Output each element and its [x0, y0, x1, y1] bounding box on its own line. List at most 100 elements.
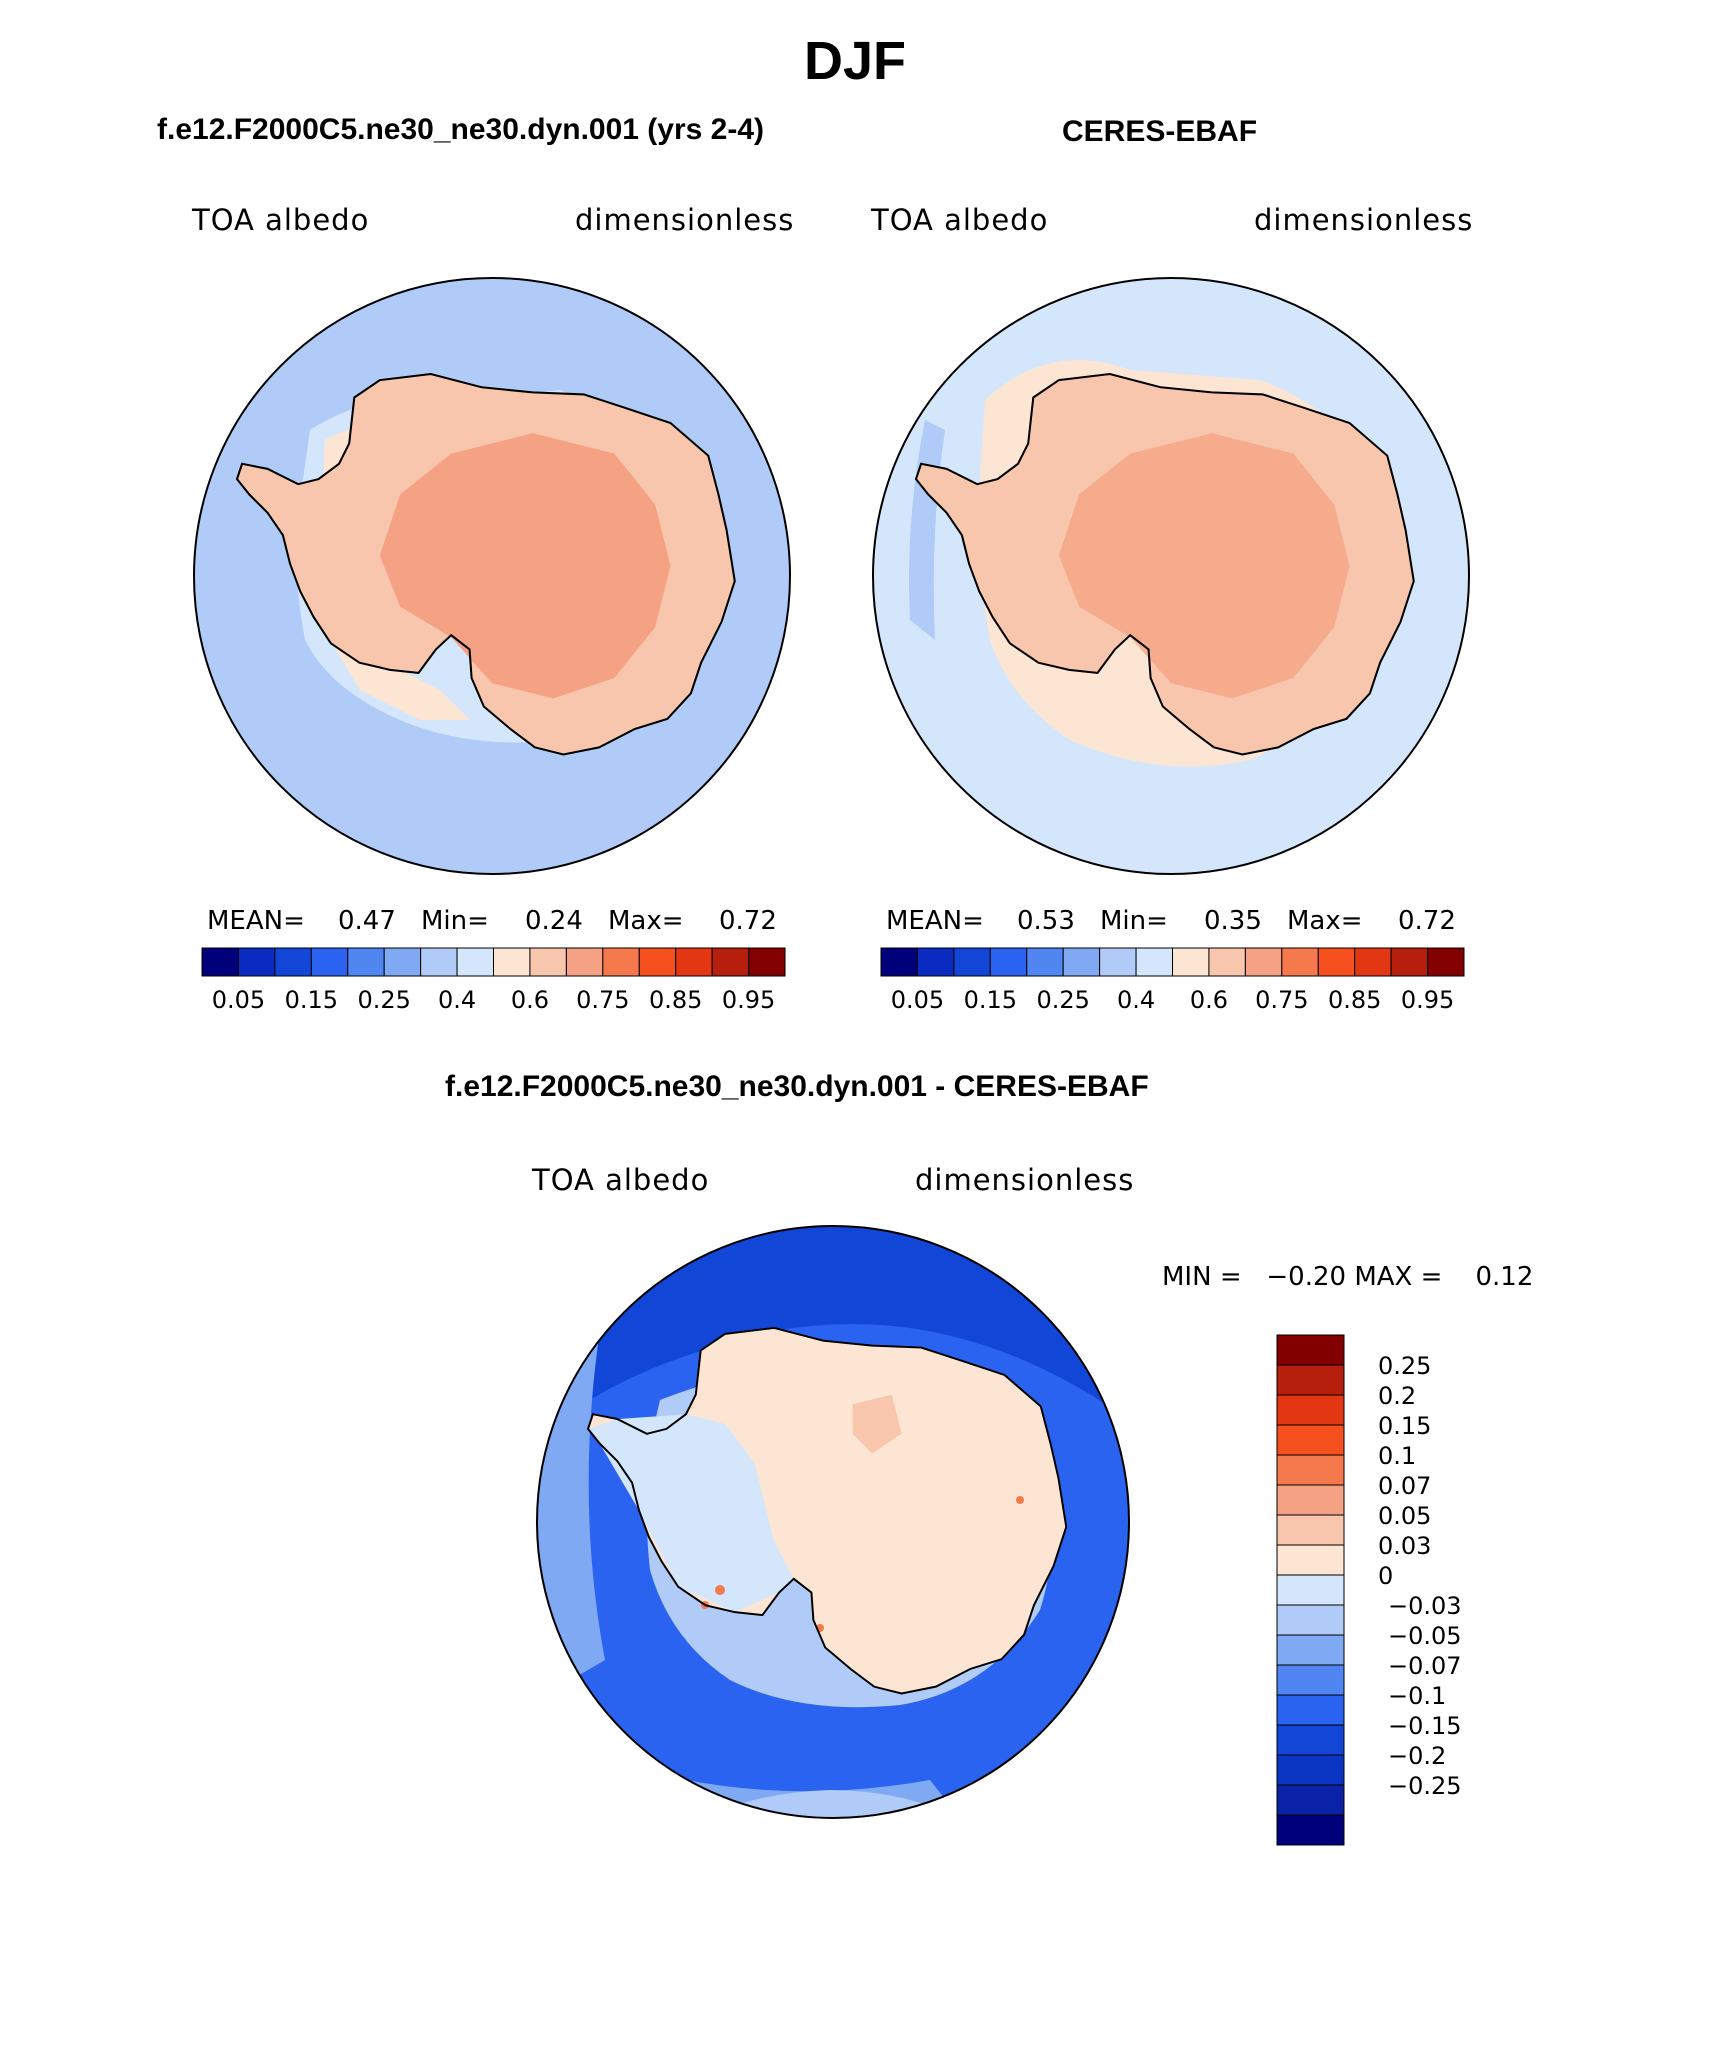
panel1-units-label: dimensionless — [575, 203, 795, 237]
panel3-colorbar-tick: −0.05 — [1388, 1622, 1462, 1650]
panel3-colorbar-tick: 0.05 — [1378, 1502, 1431, 1530]
panel3-colorbar-tick: −0.07 — [1388, 1652, 1462, 1680]
figure-title: DJF — [803, 31, 906, 91]
panel1-colorbar: 0.05 0.15 0.25 0.4 0.6 0.75 0.85 0.95 — [201, 947, 786, 1014]
panel3-colorbar-box — [1276, 1724, 1345, 1756]
panel3-colorbar-tick: −0.25 — [1388, 1772, 1462, 1800]
panel1-map — [194, 278, 790, 874]
panel2-colorbar-box — [1317, 947, 1356, 977]
panel3-colorbar-box — [1276, 1754, 1345, 1786]
panel2-colorbar-box — [953, 947, 991, 977]
panel3-colorbar-tick: 0.03 — [1378, 1532, 1431, 1560]
panel3-colorbar-box — [1276, 1424, 1345, 1456]
panel2-colorbar-tick: 0.95 — [1401, 986, 1454, 1014]
panel1-colorbar-box — [638, 947, 677, 977]
panel3-colorbar-tick: 0.25 — [1378, 1352, 1431, 1380]
panel1-colorbar-box — [748, 947, 786, 977]
panel2-mean-label: MEAN= — [886, 906, 984, 936]
panel3-ocean-north — [537, 1226, 1129, 1420]
panel3-colorbar-tick: −0.15 — [1388, 1712, 1462, 1740]
panel1-colorbar-box — [383, 947, 422, 977]
panel2-min-value: 0.35 — [1204, 906, 1262, 936]
panel1-colorbar-box — [675, 947, 713, 977]
panel3-hotspot — [715, 1585, 725, 1595]
panel1-mean-label: MEAN= — [207, 906, 305, 936]
panel2-max-value: 0.72 — [1398, 906, 1456, 936]
panel3-colorbar-box — [1276, 1784, 1345, 1816]
panel1-colorbar-tick: 0.95 — [722, 986, 775, 1014]
panel2-colorbar-tick: 0.05 — [891, 986, 944, 1014]
panel2-min-label: Min= — [1100, 906, 1168, 936]
panel3-colorbar-box — [1276, 1814, 1345, 1846]
panel3-units-label: dimensionless — [915, 1163, 1135, 1197]
panel1-colorbar-box — [456, 947, 494, 977]
panel3-colorbar-tick: 0.07 — [1378, 1472, 1431, 1500]
panel2-title: CERES-EBAF — [1062, 115, 1258, 148]
panel3-colorbar-box — [1276, 1394, 1345, 1426]
panel2-colorbar-tick: 0.25 — [1036, 986, 1089, 1014]
panel2-colorbar-box — [1427, 947, 1465, 977]
panel3-hotspot — [1016, 1496, 1024, 1504]
panel1-colorbar-tick: 0.15 — [285, 986, 338, 1014]
panel3-colorbar-box — [1276, 1574, 1345, 1606]
panel3-west-antarctica — [588, 1414, 794, 1613]
panel2-colorbar-tick: 0.75 — [1255, 986, 1308, 1014]
panel3-colorbar-tick: −0.1 — [1388, 1682, 1446, 1710]
panel2-colorbar-box — [1208, 947, 1246, 977]
panel2-variable-label: TOA albedo — [871, 203, 1049, 237]
panel2-colorbar-tick: 0.85 — [1328, 986, 1381, 1014]
panel2-colorbar-box — [1135, 947, 1173, 977]
panel3-colorbar-tick: 0 — [1378, 1562, 1393, 1590]
panel1-title: f.e12.F2000C5.ne30_ne30.dyn.001 (yrs 2-4… — [157, 113, 765, 146]
panel2-colorbar-box — [880, 947, 918, 977]
panel3-minmax: MIN = −0.20 MAX = 0.12 — [1162, 1262, 1534, 1292]
panel1-min-label: Min= — [421, 906, 489, 936]
panel3-colorbar-box — [1276, 1484, 1345, 1516]
panel2-colorbar-box — [1099, 947, 1137, 977]
panel1-max-value: 0.72 — [719, 906, 777, 936]
panel2-colorbar-box — [1172, 947, 1210, 977]
panel1-colorbar-tick: 0.85 — [649, 986, 702, 1014]
panel2-map — [873, 278, 1469, 874]
panel1-max-label: Max= — [608, 906, 684, 936]
panel3-colorbar-box — [1276, 1514, 1345, 1546]
panel3-map — [537, 1226, 1129, 1818]
panel3-colorbar-tick: −0.03 — [1388, 1592, 1462, 1620]
panel3-colorbar-tick: 0.15 — [1378, 1412, 1431, 1440]
panel2-map-border — [872, 277, 1470, 875]
panel3-colorbar-tick: −0.2 — [1388, 1742, 1446, 1770]
panel1-colorbar-box — [602, 947, 640, 977]
panel2-colorbar-box — [1244, 947, 1283, 977]
panel3-colorbar-tick: 0.2 — [1378, 1382, 1416, 1410]
panel1-colorbar-tick: 0.25 — [357, 986, 410, 1014]
panel1-colorbar-box — [565, 947, 604, 977]
panel1-variable-label: TOA albedo — [192, 203, 370, 237]
panel2-colorbar-tick: 0.15 — [964, 986, 1017, 1014]
panel3-colorbar-box — [1276, 1694, 1345, 1726]
panel1-colorbar-box — [201, 947, 239, 977]
panel1-min-value: 0.24 — [525, 906, 583, 936]
panel3-colorbar: 0.250.20.150.10.070.050.030−0.03−0.05−0.… — [1276, 1334, 1462, 1846]
panel2-colorbar: 0.05 0.15 0.25 0.4 0.6 0.75 0.85 0.95 — [880, 947, 1465, 1014]
panel3-colorbar-tick: 0.1 — [1378, 1442, 1416, 1470]
panel1-colorbar-tick: 0.4 — [438, 986, 476, 1014]
panel2-colorbar-box — [1390, 947, 1429, 977]
panel3-colorbar-box — [1276, 1454, 1345, 1486]
panel2-colorbar-box — [989, 947, 1028, 977]
panel3-title: f.e12.F2000C5.ne30_ne30.dyn.001 - CERES-… — [445, 1070, 1149, 1103]
panel3-colorbar-box — [1276, 1544, 1345, 1576]
panel3-colorbar-box — [1276, 1664, 1345, 1696]
panel3-variable-label: TOA albedo — [532, 1163, 710, 1197]
panel3-colorbar-box — [1276, 1604, 1345, 1636]
panel1-colorbar-box — [711, 947, 750, 977]
panel1-colorbar-box — [274, 947, 312, 977]
panel2-colorbar-box — [1354, 947, 1392, 977]
panel3-colorbar-box — [1276, 1364, 1345, 1396]
panel1-colorbar-tick: 0.6 — [511, 986, 549, 1014]
panel1-colorbar-tick: 0.05 — [212, 986, 265, 1014]
panel2-colorbar-box — [1281, 947, 1319, 977]
panel1-colorbar-box — [493, 947, 531, 977]
panel1-colorbar-box — [237, 947, 276, 977]
panel2-colorbar-box — [1062, 947, 1101, 977]
